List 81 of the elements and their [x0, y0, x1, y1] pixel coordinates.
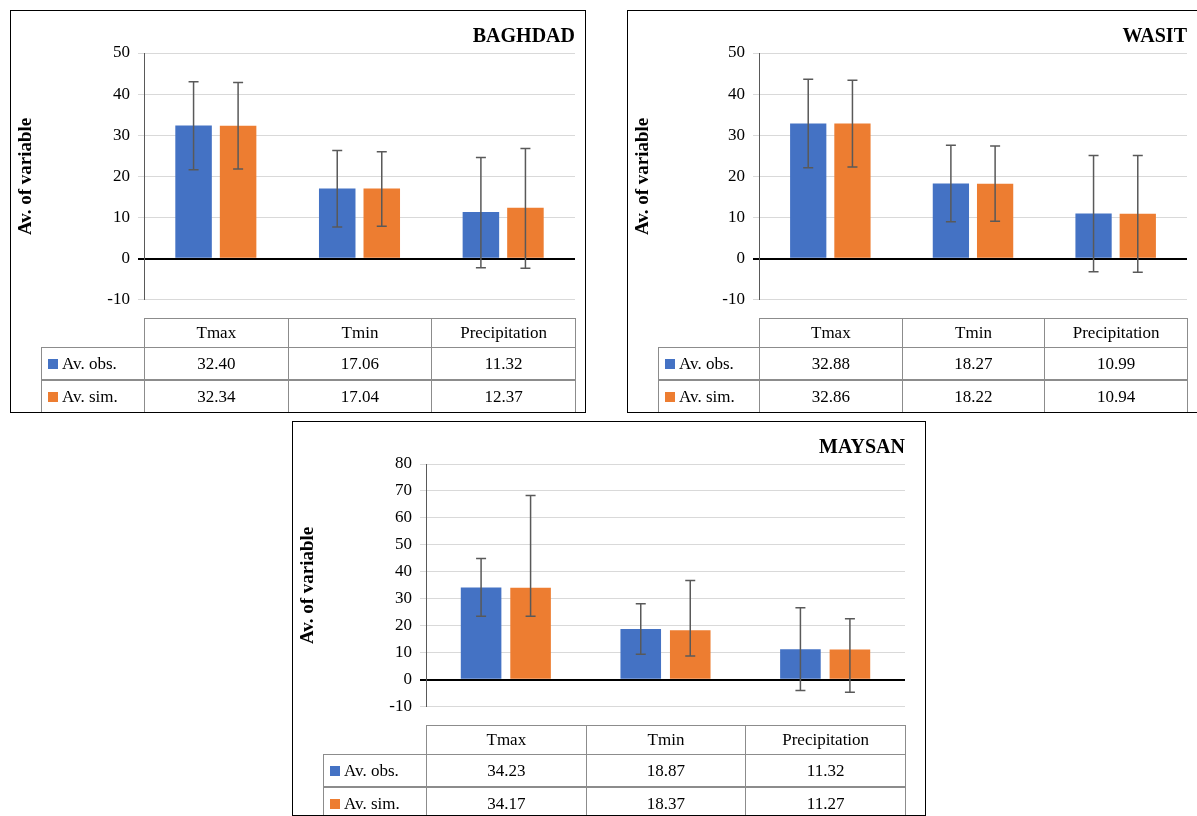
data-label: 11.32 [745, 754, 906, 787]
chart-title: BAGHDAD [472, 24, 575, 47]
x-tick-label: Tmax [759, 318, 903, 348]
x-tick-label: Precipitation [1044, 318, 1188, 348]
y-tick-label: 20 [113, 165, 130, 185]
y-tick-label: -10 [722, 289, 745, 309]
y-tick-label: 10 [395, 642, 412, 662]
data-label: 34.23 [426, 754, 587, 787]
bar [834, 123, 871, 258]
y-tick-label: 10 [728, 207, 745, 226]
y-tick-label: 50 [728, 42, 745, 62]
data-label: 17.06 [287, 347, 433, 380]
bar [976, 183, 1014, 258]
data-label: 10.94 [1044, 380, 1188, 413]
x-tick-label: Tmax [144, 318, 289, 348]
legend-label: Av. sim. [679, 386, 735, 407]
y-tick-label: 0 [403, 669, 412, 689]
data-label: 12.37 [431, 380, 576, 413]
y-tick-label: -10 [107, 289, 130, 309]
x-tick-label: Precipitation [431, 318, 576, 348]
y-tick-label: 80 [395, 453, 412, 473]
data-label: 10.99 [1044, 347, 1188, 380]
data-label: 32.86 [759, 380, 903, 413]
data-label: 18.27 [901, 347, 1046, 380]
data-label: 18.37 [585, 787, 747, 816]
y-tick-label: 30 [395, 588, 412, 608]
y-axis-title: Av. of variable [631, 117, 653, 236]
legend-label: Av. sim. [344, 793, 400, 814]
y-tick-label: 10 [113, 207, 130, 226]
y-tick-label: -10 [389, 696, 412, 716]
y-tick-label: 20 [728, 165, 745, 185]
data-label: 34.17 [426, 787, 587, 816]
bar [932, 183, 970, 258]
legend-label: Av. sim. [62, 386, 118, 407]
bar [790, 123, 827, 258]
x-tick-label: Tmin [901, 318, 1046, 348]
legend-label: Av. obs. [679, 353, 734, 374]
data-label: 32.34 [144, 380, 289, 413]
data-label: 18.22 [901, 380, 1046, 413]
y-axis-title: Av. of variable [296, 526, 318, 645]
bar [460, 587, 502, 679]
bar [175, 125, 212, 258]
x-tick-label: Tmax [426, 725, 587, 755]
bar [318, 188, 356, 258]
data-label: 11.27 [745, 787, 906, 816]
y-axis-title: Av. of variable [14, 117, 36, 236]
y-tick-label: 0 [736, 248, 745, 268]
y-tick-label: 40 [395, 561, 412, 581]
data-label: 18.87 [585, 754, 747, 787]
y-tick-label: 30 [728, 124, 745, 144]
bar [219, 125, 257, 258]
x-tick-label: Tmin [585, 725, 747, 755]
y-tick-label: 50 [113, 42, 130, 62]
bar [1119, 213, 1156, 258]
chart-title: MAYSAN [819, 435, 906, 458]
y-tick-label: 0 [121, 248, 130, 268]
y-tick-label: 30 [113, 124, 130, 144]
data-label: 32.88 [759, 347, 903, 380]
bar [510, 587, 551, 679]
y-tick-label: 60 [395, 507, 412, 527]
data-label: 17.04 [287, 380, 433, 413]
data-label: 11.32 [431, 347, 576, 380]
bar [1075, 213, 1112, 258]
chart-title: WASIT [1122, 24, 1188, 47]
bar [669, 630, 711, 679]
y-tick-label: 20 [395, 615, 412, 635]
bar [363, 188, 401, 258]
x-tick-label: Tmin [287, 318, 433, 348]
y-tick-label: 50 [395, 534, 412, 554]
bar [620, 628, 662, 679]
y-tick-label: 70 [395, 480, 412, 500]
y-tick-label: 40 [728, 83, 745, 103]
bar [507, 207, 544, 258]
legend-label: Av. obs. [344, 760, 399, 781]
legend-label: Av. obs. [62, 353, 117, 374]
data-label: 32.40 [144, 347, 289, 380]
y-tick-label: 40 [113, 83, 130, 103]
bar [462, 212, 500, 258]
bar [829, 649, 871, 679]
x-tick-label: Precipitation [745, 725, 906, 755]
bar [780, 649, 821, 679]
